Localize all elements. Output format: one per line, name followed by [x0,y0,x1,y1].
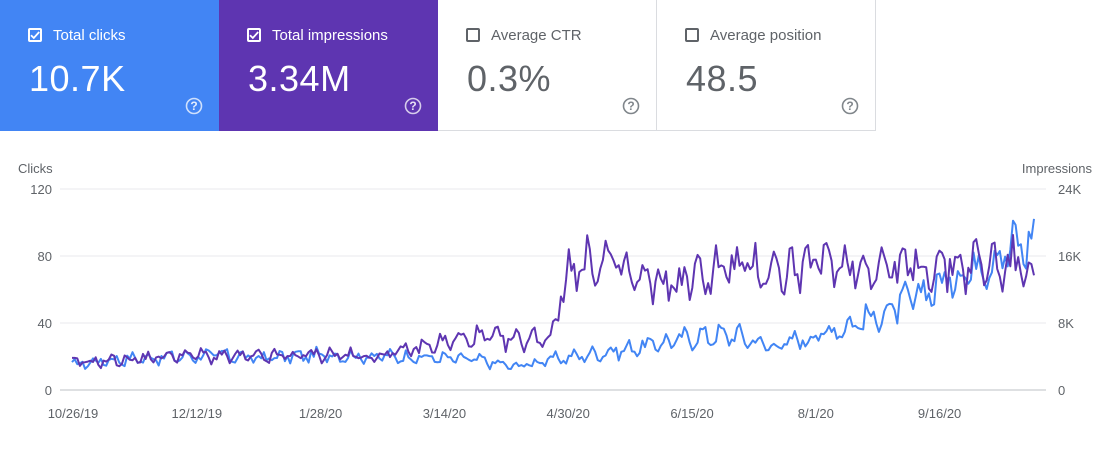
metric-label: Average CTR [491,27,582,44]
help-icon[interactable]: ? [622,97,640,115]
checkbox-unchecked-icon[interactable] [466,28,480,42]
x-tick-label: 6/15/20 [670,406,713,421]
svg-text:?: ? [627,99,634,113]
help-icon[interactable]: ? [841,97,859,115]
y-right-tick-label: 0 [1058,383,1065,398]
help-icon[interactable]: ? [404,97,422,115]
svg-text:?: ? [409,99,416,113]
help-icon[interactable]: ? [185,97,203,115]
metric-card-average-ctr[interactable]: Average CTR 0.3% ? [438,0,657,131]
metric-label: Total impressions [272,27,388,44]
metric-card-average-position[interactable]: Average position 48.5 ? [657,0,876,131]
svg-text:?: ? [846,99,853,113]
metric-cards: Total clicks 10.7K ? Total impressions 3… [0,0,877,131]
metric-label: Average position [710,27,822,44]
metric-value: 48.5 [686,58,759,99]
metric-value: 3.34M [248,58,351,99]
metric-value: 0.3% [467,58,552,99]
left-axis-title: Clicks [18,161,53,176]
performance-chart[interactable]: Clicks Impressions 120 24K 80 16K 40 8K 0 0 10/26/… [0,131,1106,457]
x-tick-label: 8/1/20 [798,406,834,421]
x-tick-label: 9/16/20 [918,406,961,421]
y-right-tick-label: 16K [1058,249,1081,264]
y-left-tick-label: 120 [30,182,52,197]
metric-card-total-clicks[interactable]: Total clicks 10.7K ? [0,0,219,131]
svg-text:?: ? [190,99,197,113]
series-line-impressions [72,234,1035,370]
x-tick-label: 12/12/19 [171,406,222,421]
x-tick-label: 3/14/20 [423,406,466,421]
checkbox-unchecked-icon[interactable] [685,28,699,42]
x-tick-label: 10/26/19 [48,406,99,421]
right-axis-title: Impressions [1022,161,1093,176]
y-left-tick-label: 80 [38,249,52,264]
y-left-tick-label: 40 [38,316,52,331]
x-tick-label: 1/28/20 [299,406,342,421]
series-line-clicks [71,218,1035,371]
y-right-tick-label: 24K [1058,182,1081,197]
y-right-tick-label: 8K [1058,316,1074,331]
metric-label: Total clicks [53,27,126,44]
x-tick-label: 4/30/20 [547,406,590,421]
y-left-tick-label: 0 [45,383,52,398]
metric-value: 10.7K [29,58,126,99]
checkbox-checked-icon[interactable] [247,28,261,42]
metric-card-total-impressions[interactable]: Total impressions 3.34M ? [219,0,438,131]
checkbox-checked-icon[interactable] [28,28,42,42]
